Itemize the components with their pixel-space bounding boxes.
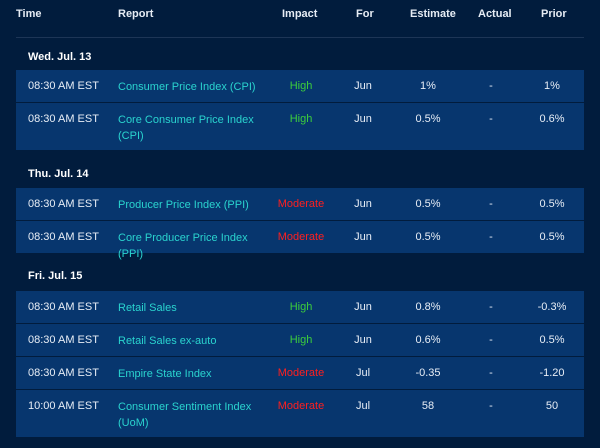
row-report[interactable]: Producer Price Index (PPI) — [118, 199, 249, 211]
row-report[interactable]: Consumer Sentiment Index (UoM) — [118, 401, 252, 429]
row-for: Jul — [355, 367, 371, 379]
row-time: 08:30 AM EST — [28, 301, 99, 313]
row-report[interactable]: Empire State Index — [118, 368, 212, 380]
row-prior: -0.3% — [537, 301, 567, 313]
row-time: 08:30 AM EST — [28, 80, 99, 92]
row-estimate: 0.5% — [415, 231, 441, 243]
row-actual: - — [489, 367, 493, 379]
table-row: 08:30 AM EST Core Producer Price Index (P… — [16, 221, 584, 260]
row-actual: - — [489, 231, 493, 243]
table-row: 08:30 AM EST Empire State Index Moderate Ju… — [16, 357, 584, 390]
row-prior: 0.5% — [539, 334, 565, 346]
row-actual: - — [489, 301, 493, 313]
row-estimate: 0.8% — [415, 301, 441, 313]
row-for: Jun — [354, 231, 372, 243]
table-row: 08:30 AM EST Producer Price Index (PPI) Mo… — [16, 188, 584, 221]
row-prior: -1.20 — [539, 367, 565, 379]
row-estimate: 0.5% — [415, 198, 441, 210]
row-report[interactable]: Consumer Price Index (CPI) — [118, 81, 256, 93]
table-row: 10:00 AM EST Consumer Sentiment Index (Uo… — [16, 390, 584, 438]
row-impact: Moderate — [277, 231, 325, 243]
row-prior: 0.5% — [539, 231, 565, 243]
row-for: Jun — [354, 80, 372, 92]
row-for: Jul — [355, 400, 371, 412]
row-time: 10:00 AM EST — [28, 400, 99, 412]
row-estimate: 58 — [421, 400, 435, 412]
row-time: 08:30 AM EST — [28, 334, 99, 346]
row-impact: High — [289, 113, 313, 125]
day-label: Wed. Jul. 13 — [28, 51, 92, 63]
row-report[interactable]: Retail Sales — [118, 302, 177, 314]
row-actual: - — [489, 400, 493, 412]
row-estimate: 0.5% — [415, 113, 441, 125]
row-prior: 50 — [545, 400, 559, 412]
row-prior: 0.6% — [539, 113, 565, 125]
row-estimate: -0.35 — [415, 367, 441, 379]
table-row: 08:30 AM EST Consumer Price Index (CPI) Hi… — [16, 70, 584, 103]
row-report[interactable]: Retail Sales ex-auto — [118, 335, 217, 347]
header-divider — [16, 37, 584, 38]
row-actual: - — [489, 113, 493, 125]
table-header: Time Report Impact For Estimate Actual P… — [0, 0, 600, 28]
row-impact: Moderate — [277, 198, 325, 210]
header-time: Time — [16, 8, 42, 20]
row-report[interactable]: Core Consumer Price Index (CPI) — [118, 114, 254, 142]
header-report: Report — [118, 8, 154, 20]
table-row: 08:30 AM EST Retail Sales High Jun 0.8% - -0.3… — [16, 291, 584, 324]
row-impact: High — [289, 80, 313, 92]
table-row: 08:30 AM EST Retail Sales ex-auto High Jun 0… — [16, 324, 584, 357]
row-estimate: 0.6% — [415, 334, 441, 346]
row-impact: High — [289, 301, 313, 313]
row-time: 08:30 AM EST — [28, 367, 99, 379]
row-for: Jun — [354, 198, 372, 210]
header-impact: Impact — [282, 8, 318, 20]
row-impact: Moderate — [277, 367, 325, 379]
row-impact: High — [289, 334, 313, 346]
header-prior: Prior — [541, 8, 567, 20]
row-actual: - — [489, 80, 493, 92]
row-time: 08:30 AM EST — [28, 231, 99, 243]
row-report[interactable]: Core Producer Price Index (PPI) — [118, 232, 248, 260]
header-actual: Actual — [478, 8, 512, 20]
row-for: Jun — [354, 301, 372, 313]
header-for: For — [356, 8, 374, 20]
day-label: Thu. Jul. 14 — [28, 168, 89, 180]
row-time: 08:30 AM EST — [28, 198, 99, 210]
header-estimate: Estimate — [410, 8, 456, 20]
row-time: 08:30 AM EST — [28, 113, 99, 125]
row-actual: - — [489, 198, 493, 210]
row-estimate: 1% — [420, 80, 436, 92]
row-prior: 0.5% — [539, 198, 565, 210]
row-for: Jun — [354, 334, 372, 346]
row-prior: 1% — [544, 80, 560, 92]
day-label: Fri. Jul. 15 — [28, 270, 83, 282]
table-row: 08:30 AM EST Core Consumer Price Index (C… — [16, 103, 584, 151]
row-impact: Moderate — [277, 400, 325, 412]
row-for: Jun — [354, 113, 372, 125]
row-actual: - — [489, 334, 493, 346]
